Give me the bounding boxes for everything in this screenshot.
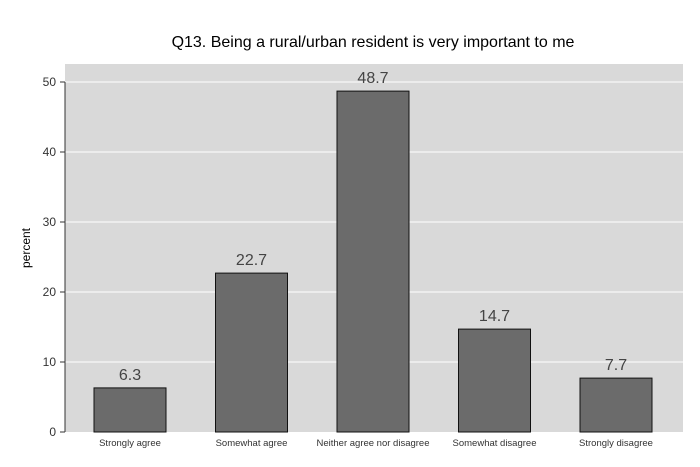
data-label: 6.3 — [119, 367, 141, 384]
x-tick-label: Somewhat disagree — [453, 438, 537, 449]
y-tick-label: 20 — [43, 285, 57, 299]
y-tick-label: 40 — [43, 145, 57, 159]
bar-3 — [336, 90, 410, 433]
y-axis: 0 10 20 30 40 50 — [43, 75, 66, 439]
x-tick-label: Somewhat agree — [216, 438, 288, 449]
data-label: 7.7 — [605, 357, 627, 374]
data-label: 14.7 — [479, 308, 510, 325]
y-tick-label: 30 — [43, 215, 57, 229]
bar-2 — [215, 272, 288, 433]
x-tick-label: Strongly agree — [99, 438, 161, 449]
bar-1 — [93, 387, 167, 433]
data-labels: 6.3 22.7 48.7 14.7 7.7 — [119, 70, 627, 384]
data-label: 22.7 — [236, 252, 267, 269]
y-axis-label: percent — [19, 227, 33, 268]
x-tick-label: Neither agree nor disagree — [316, 438, 429, 449]
x-axis: Strongly agree Somewhat agree Neither agre… — [99, 438, 653, 449]
y-tick-label: 10 — [43, 355, 57, 369]
y-tick-label: 50 — [43, 75, 57, 89]
bar-5 — [579, 377, 653, 433]
x-tick-label: Strongly disagree — [579, 438, 653, 449]
bars — [93, 90, 653, 433]
y-tick-label: 0 — [49, 425, 56, 439]
bar-4 — [458, 328, 531, 433]
data-label: 48.7 — [357, 70, 388, 87]
chart-title: Q13. Being a rural/urban resident is ver… — [172, 34, 575, 51]
